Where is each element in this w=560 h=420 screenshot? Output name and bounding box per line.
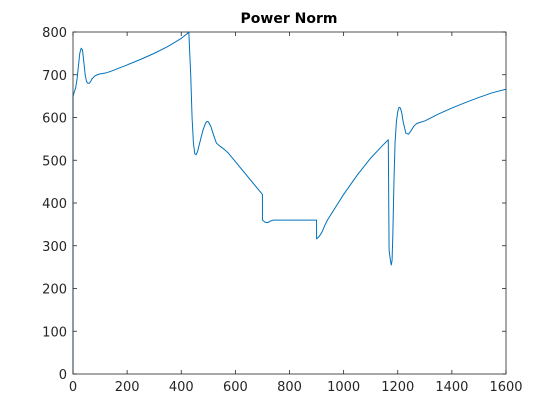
y-tick-label: 0	[59, 368, 67, 383]
y-tick-label: 800	[42, 26, 67, 41]
x-tick-label: 1600	[489, 380, 522, 395]
plot-area	[72, 31, 507, 374]
chart-title: Power Norm	[241, 11, 338, 27]
x-tick-label: 1000	[327, 380, 360, 395]
x-tick-label: 1400	[435, 380, 468, 395]
x-tick-label: 800	[277, 380, 302, 395]
y-tick-label: 200	[42, 283, 67, 298]
series-line-0	[72, 31, 507, 374]
y-tick-label: 600	[42, 112, 67, 127]
plot-background	[73, 32, 506, 374]
x-tick-label: 1200	[381, 380, 414, 395]
y-tick-label: 300	[42, 240, 67, 255]
x-tick-label: 0	[69, 380, 77, 395]
axes: 0 200 400 600 800 1000 1200 1400 1600 0 100 200 300 4…	[42, 26, 522, 395]
x-tick-label: 400	[169, 380, 194, 395]
y-tick-label: 700	[42, 69, 67, 84]
y-tick-label: 500	[42, 154, 67, 169]
x-tick-label: 600	[223, 380, 248, 395]
x-tick-label: 200	[115, 380, 140, 395]
y-tick-label: 100	[42, 325, 67, 340]
y-tick-label: 400	[42, 197, 67, 212]
